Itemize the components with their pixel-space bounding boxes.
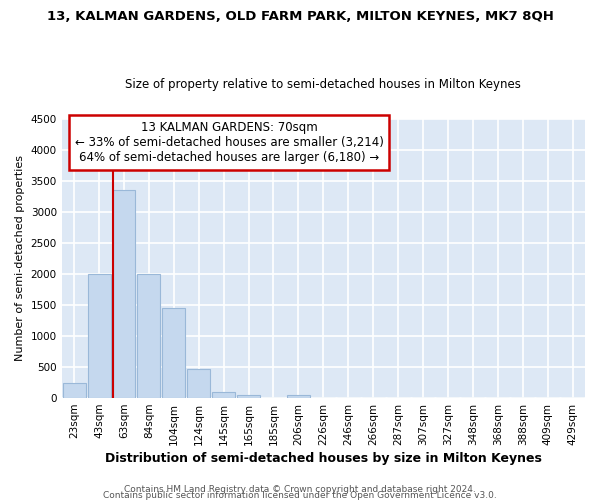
Bar bbox=[212, 392, 235, 398]
Bar bbox=[113, 190, 136, 398]
Text: 13, KALMAN GARDENS, OLD FARM PARK, MILTON KEYNES, MK7 8QH: 13, KALMAN GARDENS, OLD FARM PARK, MILTO… bbox=[47, 10, 553, 23]
Bar bbox=[287, 395, 310, 398]
Bar bbox=[137, 274, 160, 398]
Y-axis label: Number of semi-detached properties: Number of semi-detached properties bbox=[15, 156, 25, 362]
Title: Size of property relative to semi-detached houses in Milton Keynes: Size of property relative to semi-detach… bbox=[125, 78, 521, 91]
Bar bbox=[163, 308, 185, 398]
Bar bbox=[88, 274, 110, 398]
Text: Contains HM Land Registry data © Crown copyright and database right 2024.: Contains HM Land Registry data © Crown c… bbox=[124, 485, 476, 494]
X-axis label: Distribution of semi-detached houses by size in Milton Keynes: Distribution of semi-detached houses by … bbox=[105, 452, 542, 465]
Text: 13 KALMAN GARDENS: 70sqm
← 33% of semi-detached houses are smaller (3,214)
64% o: 13 KALMAN GARDENS: 70sqm ← 33% of semi-d… bbox=[74, 122, 383, 164]
Bar bbox=[237, 395, 260, 398]
Bar bbox=[187, 369, 210, 398]
Text: Contains public sector information licensed under the Open Government Licence v3: Contains public sector information licen… bbox=[103, 491, 497, 500]
Bar bbox=[62, 382, 86, 398]
